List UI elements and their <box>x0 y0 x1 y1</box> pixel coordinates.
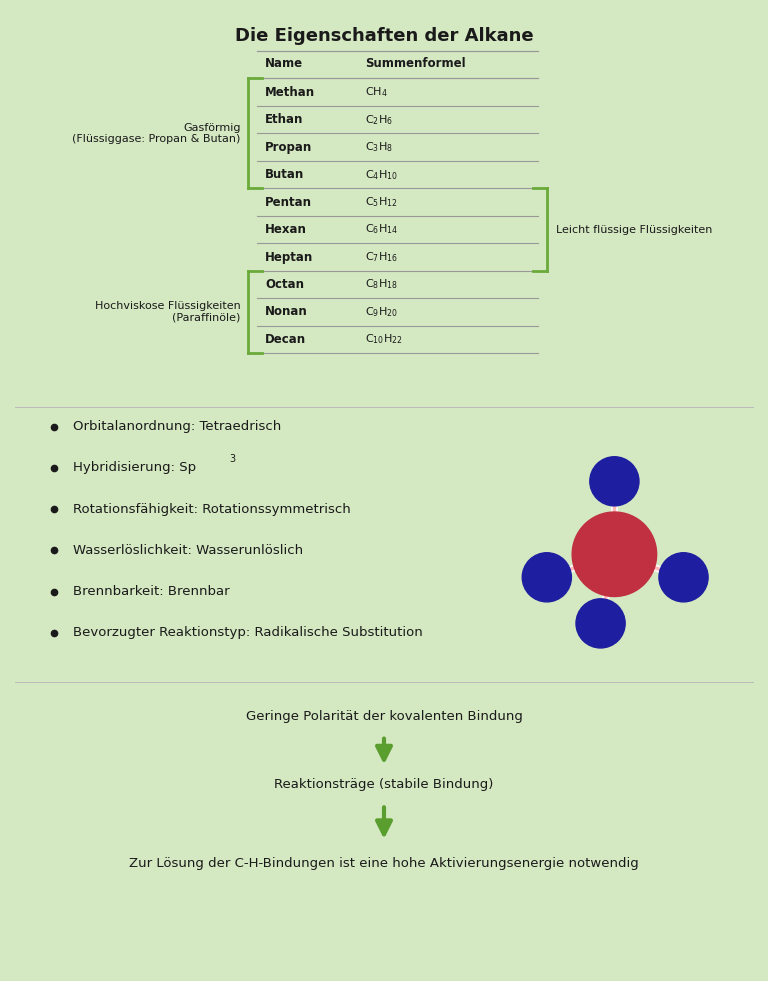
Text: Pentan: Pentan <box>265 195 312 209</box>
Text: C$_{10}$H$_{22}$: C$_{10}$H$_{22}$ <box>365 333 402 346</box>
Text: Methan: Methan <box>265 85 315 99</box>
Text: Zur Lösung der C-H-Bindungen ist eine hohe Aktivierungsenergie notwendig: Zur Lösung der C-H-Bindungen ist eine ho… <box>129 856 639 870</box>
Text: Name: Name <box>265 57 303 70</box>
Text: C$_8$H$_{18}$: C$_8$H$_{18}$ <box>365 278 398 291</box>
Text: C$_2$H$_6$: C$_2$H$_6$ <box>365 113 392 127</box>
Text: Rotationsfähigkeit: Rotationssymmetrisch: Rotationsfähigkeit: Rotationssymmetrisch <box>73 502 351 516</box>
Text: Wasserlöslichkeit: Wasserunlöslich: Wasserlöslichkeit: Wasserunlöslich <box>73 543 303 557</box>
Text: Propan: Propan <box>265 140 313 154</box>
Text: Hexan: Hexan <box>265 223 307 236</box>
Text: Hochviskose Flüssigkeiten
(Paraffinöle): Hochviskose Flüssigkeiten (Paraffinöle) <box>94 301 240 323</box>
Text: Geringe Polarität der kovalenten Bindung: Geringe Polarität der kovalenten Bindung <box>246 709 522 723</box>
Text: Leicht flüssige Flüssigkeiten: Leicht flüssige Flüssigkeiten <box>556 225 713 234</box>
Text: 3: 3 <box>230 454 236 464</box>
Text: C$_6$H$_{14}$: C$_6$H$_{14}$ <box>365 223 398 236</box>
Text: Ethan: Ethan <box>265 113 303 127</box>
Text: Brennbarkeit: Brennbar: Brennbarkeit: Brennbar <box>73 585 230 598</box>
Ellipse shape <box>590 457 639 506</box>
Ellipse shape <box>576 598 625 648</box>
Text: C$_4$H$_{10}$: C$_4$H$_{10}$ <box>365 168 398 181</box>
Text: Nonan: Nonan <box>265 305 308 319</box>
Text: Octan: Octan <box>265 278 304 291</box>
Text: Orbitalanordnung: Tetraedrisch: Orbitalanordnung: Tetraedrisch <box>73 420 281 434</box>
Text: Heptan: Heptan <box>265 250 313 264</box>
Text: Reaktionsträge (stabile Bindung): Reaktionsträge (stabile Bindung) <box>274 778 494 792</box>
Text: Summenformel: Summenformel <box>365 57 465 70</box>
Text: C$_7$H$_{16}$: C$_7$H$_{16}$ <box>365 250 398 264</box>
Text: Die Eigenschaften der Alkane: Die Eigenschaften der Alkane <box>235 27 533 45</box>
Ellipse shape <box>522 552 571 602</box>
Ellipse shape <box>572 512 657 596</box>
Text: C$_9$H$_{20}$: C$_9$H$_{20}$ <box>365 305 398 319</box>
Text: Butan: Butan <box>265 168 304 181</box>
Text: Gasförmig
(Flüssiggase: Propan & Butan): Gasförmig (Flüssiggase: Propan & Butan) <box>72 123 240 144</box>
Text: CH$_4$: CH$_4$ <box>365 85 388 99</box>
Ellipse shape <box>659 552 708 602</box>
Text: Bevorzugter Reaktionstyp: Radikalische Substitution: Bevorzugter Reaktionstyp: Radikalische S… <box>73 626 422 640</box>
Text: Hybridisierung: Sp: Hybridisierung: Sp <box>73 461 196 475</box>
Text: C$_5$H$_{12}$: C$_5$H$_{12}$ <box>365 195 398 209</box>
Text: Decan: Decan <box>265 333 306 346</box>
Text: C$_3$H$_8$: C$_3$H$_8$ <box>365 140 392 154</box>
